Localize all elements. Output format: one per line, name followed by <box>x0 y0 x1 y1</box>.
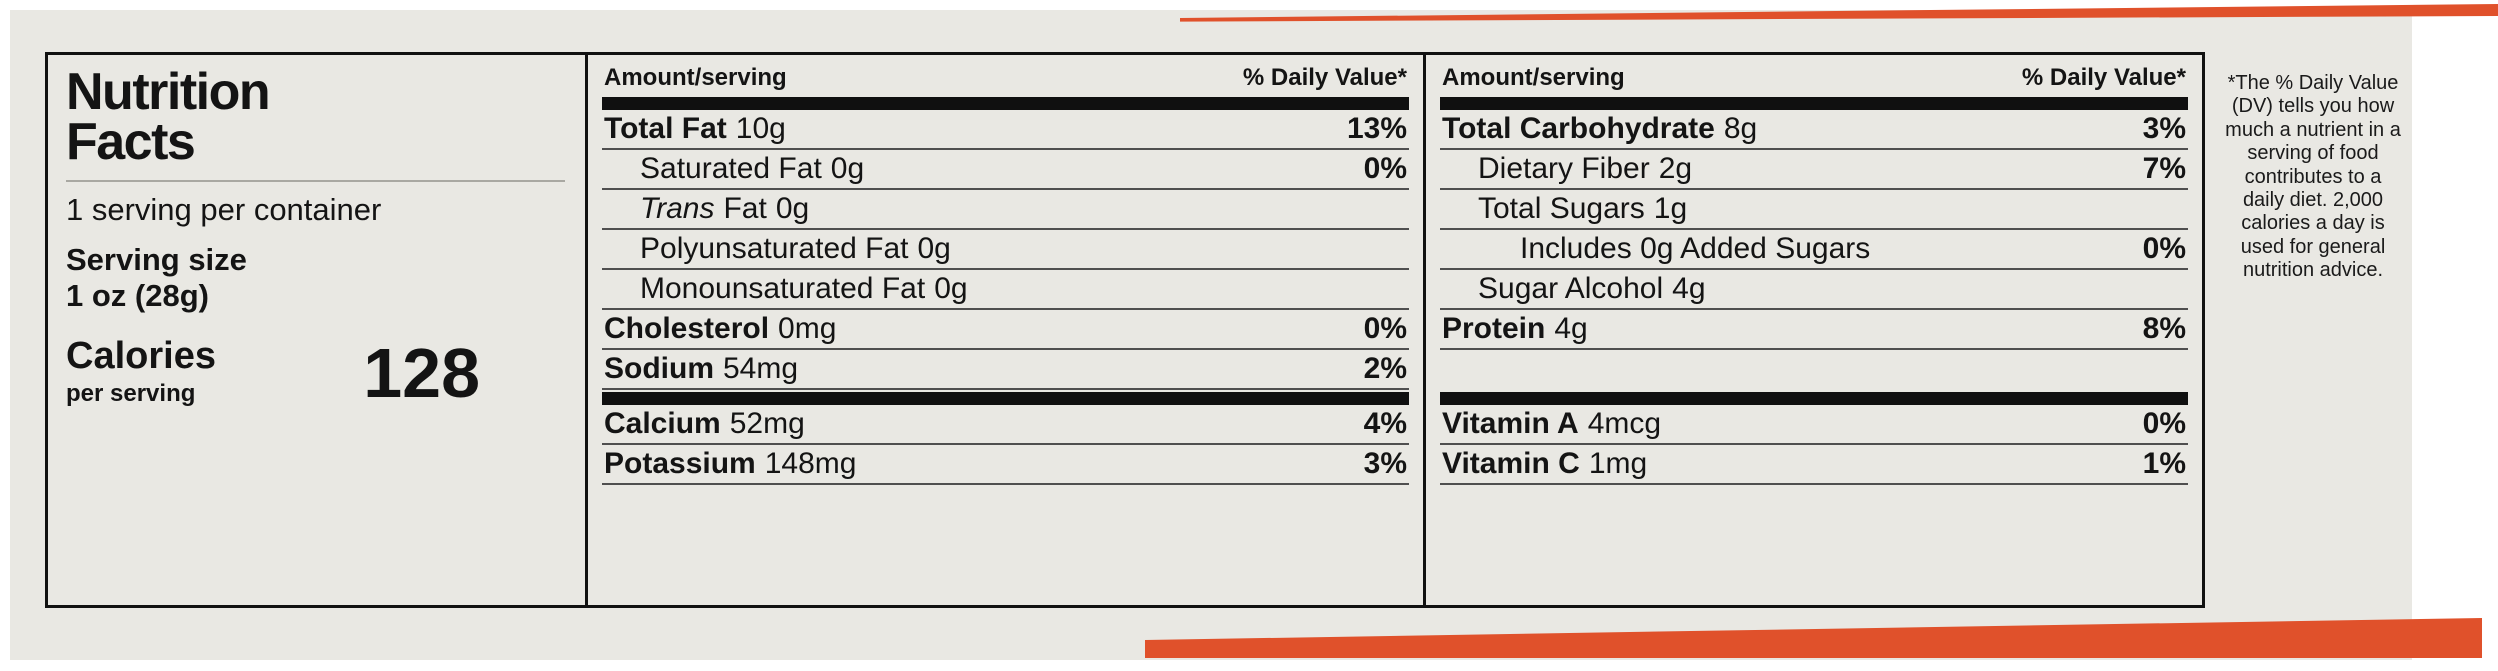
nutrient-row: Vitamin A 4mcg 0% <box>1440 405 2188 445</box>
divider-bar-thick <box>602 97 1409 110</box>
nutrient-name: Sugar Alcohol <box>1478 272 1664 305</box>
nutrient-column-2: Amount/serving % Daily Value* Total Carb… <box>1426 55 2202 605</box>
divider-bar-thick <box>602 392 1409 405</box>
nutrient-column-1: Amount/serving % Daily Value* Total Fat 1… <box>588 55 1426 605</box>
calories-value: 128 <box>363 333 480 412</box>
nutrient-amount: 148mg <box>764 447 857 480</box>
column-1-header: Amount/serving % Daily Value* <box>602 55 1409 97</box>
nutrient-row: Total Carbohydrate 8g 3% <box>1440 110 2188 150</box>
nutrition-facts-panel: Nutrition Facts 1 serving per container … <box>45 52 2205 608</box>
nutrient-name: Monounsaturated Fat <box>640 272 926 305</box>
nutrient-name: Polyunsaturated Fat <box>640 232 909 265</box>
nutrient-amount: 0g <box>830 152 865 185</box>
nutrient-row: Sodium 54mg 2% <box>602 350 1409 390</box>
nutrient-name: Total Sugars <box>1478 192 1645 225</box>
nutrient-row: Total Sugars 1g <box>1440 190 2188 230</box>
nutrient-name: Vitamin A <box>1442 407 1579 440</box>
calories-block: Calories per serving 128 <box>66 337 565 408</box>
nutrient-name: Calcium <box>604 407 721 440</box>
daily-value-header: % Daily Value* <box>1242 64 1407 91</box>
daily-value: 3% <box>2142 112 2186 145</box>
calories-labels: Calories per serving <box>66 337 216 408</box>
nutrient-amount: 54mg <box>723 352 799 385</box>
nutrient-amount: 4g <box>1554 312 1588 345</box>
daily-value: 0% <box>2142 232 2186 265</box>
nutrient-amount: 52mg <box>729 407 805 440</box>
daily-value: 0% <box>1363 152 1407 185</box>
daily-value: 3% <box>1363 447 1407 480</box>
daily-value: 8% <box>2142 312 2186 345</box>
nutrient-amount: 4mcg <box>1587 407 1662 440</box>
calories-sublabel: per serving <box>66 380 196 408</box>
daily-value-header: % Daily Value* <box>2021 64 2186 91</box>
daily-value: 7% <box>2142 152 2186 185</box>
nutrient-row: Includes 0g Added Sugars 0% <box>1440 230 2188 270</box>
title-line-2: Facts <box>66 113 196 172</box>
servings-per-container: 1 serving per container <box>66 191 382 227</box>
amount-serving-header: Amount/serving <box>1442 64 1625 91</box>
nutrient-name: Vitamin C <box>1442 447 1580 480</box>
nutrient-amount: 0g <box>934 272 968 305</box>
serving-size-label: Serving size <box>66 241 247 277</box>
nutrient-name: Sodium <box>604 352 714 385</box>
nutrient-name: Includes 0g Added Sugars <box>1520 232 1871 265</box>
nutrient-row: Cholesterol 0mg 0% <box>602 310 1409 350</box>
nutrient-row: Monounsaturated Fat 0g <box>602 270 1409 310</box>
nutrient-amount: 4g <box>1672 272 1706 305</box>
daily-value: 4% <box>1363 407 1407 440</box>
nutrient-row: Sugar Alcohol 4g <box>1440 270 2188 310</box>
nutrient-amount: 1g <box>1653 192 1688 225</box>
nutrient-name: Cholesterol <box>604 312 770 345</box>
calories-label: Calories <box>66 335 216 378</box>
daily-value: 13% <box>1346 112 1407 145</box>
nutrient-row: Polyunsaturated Fat 0g <box>602 230 1409 270</box>
nutrient-name: Total Carbohydrate <box>1442 112 1715 145</box>
nutrient-amount: 8g <box>1723 112 1758 145</box>
nutrient-amount: 0mg <box>778 312 837 345</box>
nutrient-row: Potassium 148mg 3% <box>602 445 1409 485</box>
title-divider <box>66 179 565 182</box>
divider-bar-thick <box>1440 392 2188 405</box>
nutrient-amount: 0g <box>775 192 810 225</box>
nutrient-row: Calcium 52mg 4% <box>602 405 1409 445</box>
nutrient-row: Saturated Fat 0g 0% <box>602 150 1409 190</box>
nutrient-amount: 0g <box>917 232 951 265</box>
nutrient-row: Protein 4g 8% <box>1440 310 2188 350</box>
nutrition-facts-title: Nutrition Facts <box>66 63 565 172</box>
daily-value-footnote: *The % Daily Value (DV) tells you how mu… <box>2225 72 2401 282</box>
nutrient-name: Fat <box>723 192 767 225</box>
column-1-rows: Total Fat 10g 13% Saturated Fat 0g 0% Trans F… <box>602 110 1409 392</box>
amount-serving-header: Amount/serving <box>604 64 787 91</box>
nutrient-amount: 10g <box>735 112 786 145</box>
package-background <box>10 10 2412 660</box>
nutrient-name: Saturated Fat <box>640 152 822 185</box>
serving-size-block: Serving size 1 oz (28g) <box>66 242 565 315</box>
nutrient-name: Total Fat <box>604 112 727 145</box>
nutrient-name: Dietary Fiber <box>1478 152 1650 185</box>
label-identity-panel: Nutrition Facts 1 serving per container … <box>48 55 588 605</box>
nutrient-row: Trans Fat 0g <box>602 190 1409 230</box>
nutrient-name-italic: Trans <box>640 192 715 225</box>
nutrient-row: Vitamin C 1mg 1% <box>1440 445 2188 485</box>
divider-bar-thick <box>1440 97 2188 110</box>
daily-value: 0% <box>2142 407 2186 440</box>
column-2-header: Amount/serving % Daily Value* <box>1440 55 2188 97</box>
daily-value: 0% <box>1363 312 1407 345</box>
nutrient-amount: 2g <box>1658 152 1693 185</box>
nutrient-amount: 1mg <box>1588 447 1648 480</box>
daily-value: 1% <box>2142 447 2186 480</box>
column-2-rows: Total Carbohydrate 8g 3% Dietary Fiber 2g 7%… <box>1440 110 2188 392</box>
nutrient-row: Dietary Fiber 2g 7% <box>1440 150 2188 190</box>
serving-size-value: 1 oz (28g) <box>66 278 209 314</box>
nutrient-row: Total Fat 10g 13% <box>602 110 1409 150</box>
nutrient-name: Potassium <box>604 447 756 480</box>
daily-value: 2% <box>1363 352 1407 385</box>
nutrient-name: Protein <box>1442 312 1546 345</box>
title-line-1: Nutrition <box>66 63 271 121</box>
